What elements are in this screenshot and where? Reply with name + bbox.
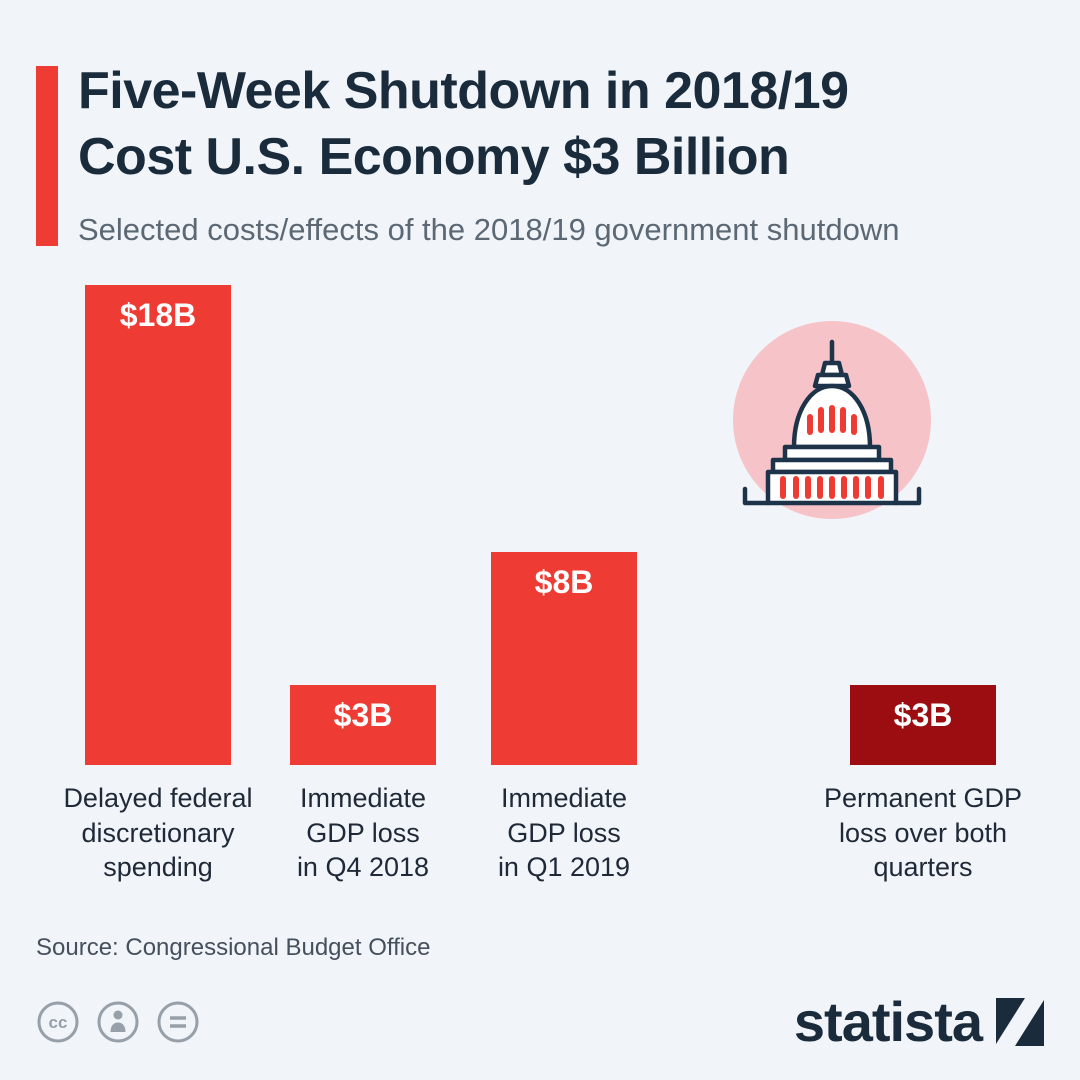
bar-gdp-loss-q1-2019: $8B [491, 552, 637, 765]
bar-value-label: $3B [333, 697, 393, 733]
cc-icon[interactable]: cc [36, 1000, 80, 1044]
bar-gdp-loss-q4-2018: $3B [290, 685, 436, 765]
statista-brand[interactable]: statista [794, 994, 1044, 1050]
bar-permanent-gdp-loss: $3B [850, 685, 996, 765]
page-subtitle: Selected costs/effects of the 2018/19 go… [78, 212, 900, 247]
bar-value-label: $8B [534, 564, 594, 600]
bar-category-label: Immediate GDP loss in Q1 2019 [497, 783, 631, 883]
equals-icon[interactable] [156, 1000, 200, 1044]
bar-category-label: Delayed federal discretionary spending [63, 783, 253, 883]
bar-category-label: Permanent GDP loss over both quarters [823, 783, 1023, 883]
svg-text:cc: cc [49, 1013, 68, 1032]
bar-value-label: $18B [119, 297, 197, 333]
attribution-person-icon[interactable] [96, 1000, 140, 1044]
footer: cc statista [36, 992, 1044, 1052]
title-accent-bar [36, 66, 58, 246]
statista-logo-icon [996, 998, 1044, 1046]
bar-delayed-spending: $18B [85, 285, 231, 765]
statista-wordmark: statista [793, 990, 983, 1053]
license-icons: cc [36, 1000, 200, 1044]
bar-value-label: $3B [893, 697, 953, 733]
us-capitol-icon [726, 316, 938, 533]
bar-category-label: Immediate GDP loss in Q4 2018 [296, 783, 430, 883]
page-title: Five-Week Shutdown in 2018/19 Cost U.S. … [78, 62, 849, 187]
source-note: Source: Congressional Budget Office [36, 934, 431, 961]
